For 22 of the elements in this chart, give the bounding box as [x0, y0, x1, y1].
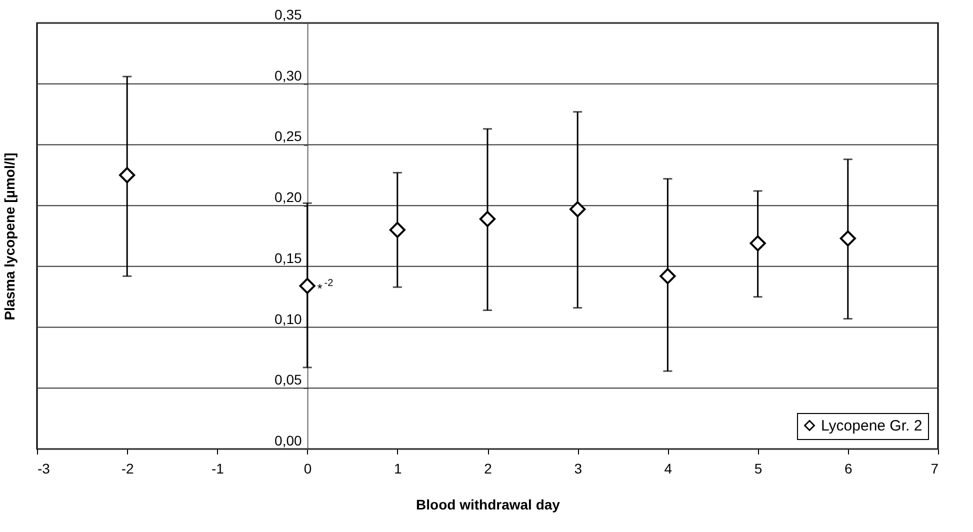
y-tick-label: 0,30 [274, 67, 302, 84]
y-tick-label: 0,35 [274, 6, 302, 22]
x-tick-label: 0 [304, 460, 312, 476]
x-tick-label: 5 [754, 460, 762, 476]
y-tick-label: 0,25 [274, 128, 302, 144]
x-axis-title: Blood withdrawal day [416, 496, 560, 512]
x-tick-label: 7 [930, 460, 939, 476]
y-tick-label: 0,05 [274, 372, 302, 388]
x-tick-label: 3 [574, 460, 582, 476]
y-tick-label: 0,15 [274, 250, 302, 266]
x-tick-label: 6 [844, 460, 852, 476]
x-tick-label: -2 [121, 460, 134, 476]
x-tick-label: 2 [484, 460, 492, 476]
x-tick-label: -1 [211, 460, 224, 476]
y-axis-title: Plasma lycopene [µmol/l] [2, 152, 18, 320]
y-tick-label: 0,00 [274, 432, 302, 448]
y-tick-label: 0,10 [274, 310, 302, 327]
x-tick-label: -3 [38, 460, 50, 476]
y-tick-label: 0,20 [274, 189, 302, 206]
x-tick-label: 1 [394, 460, 402, 476]
x-tick-label: 4 [664, 460, 672, 476]
legend-label: Lycopene Gr. 2 [821, 418, 922, 434]
